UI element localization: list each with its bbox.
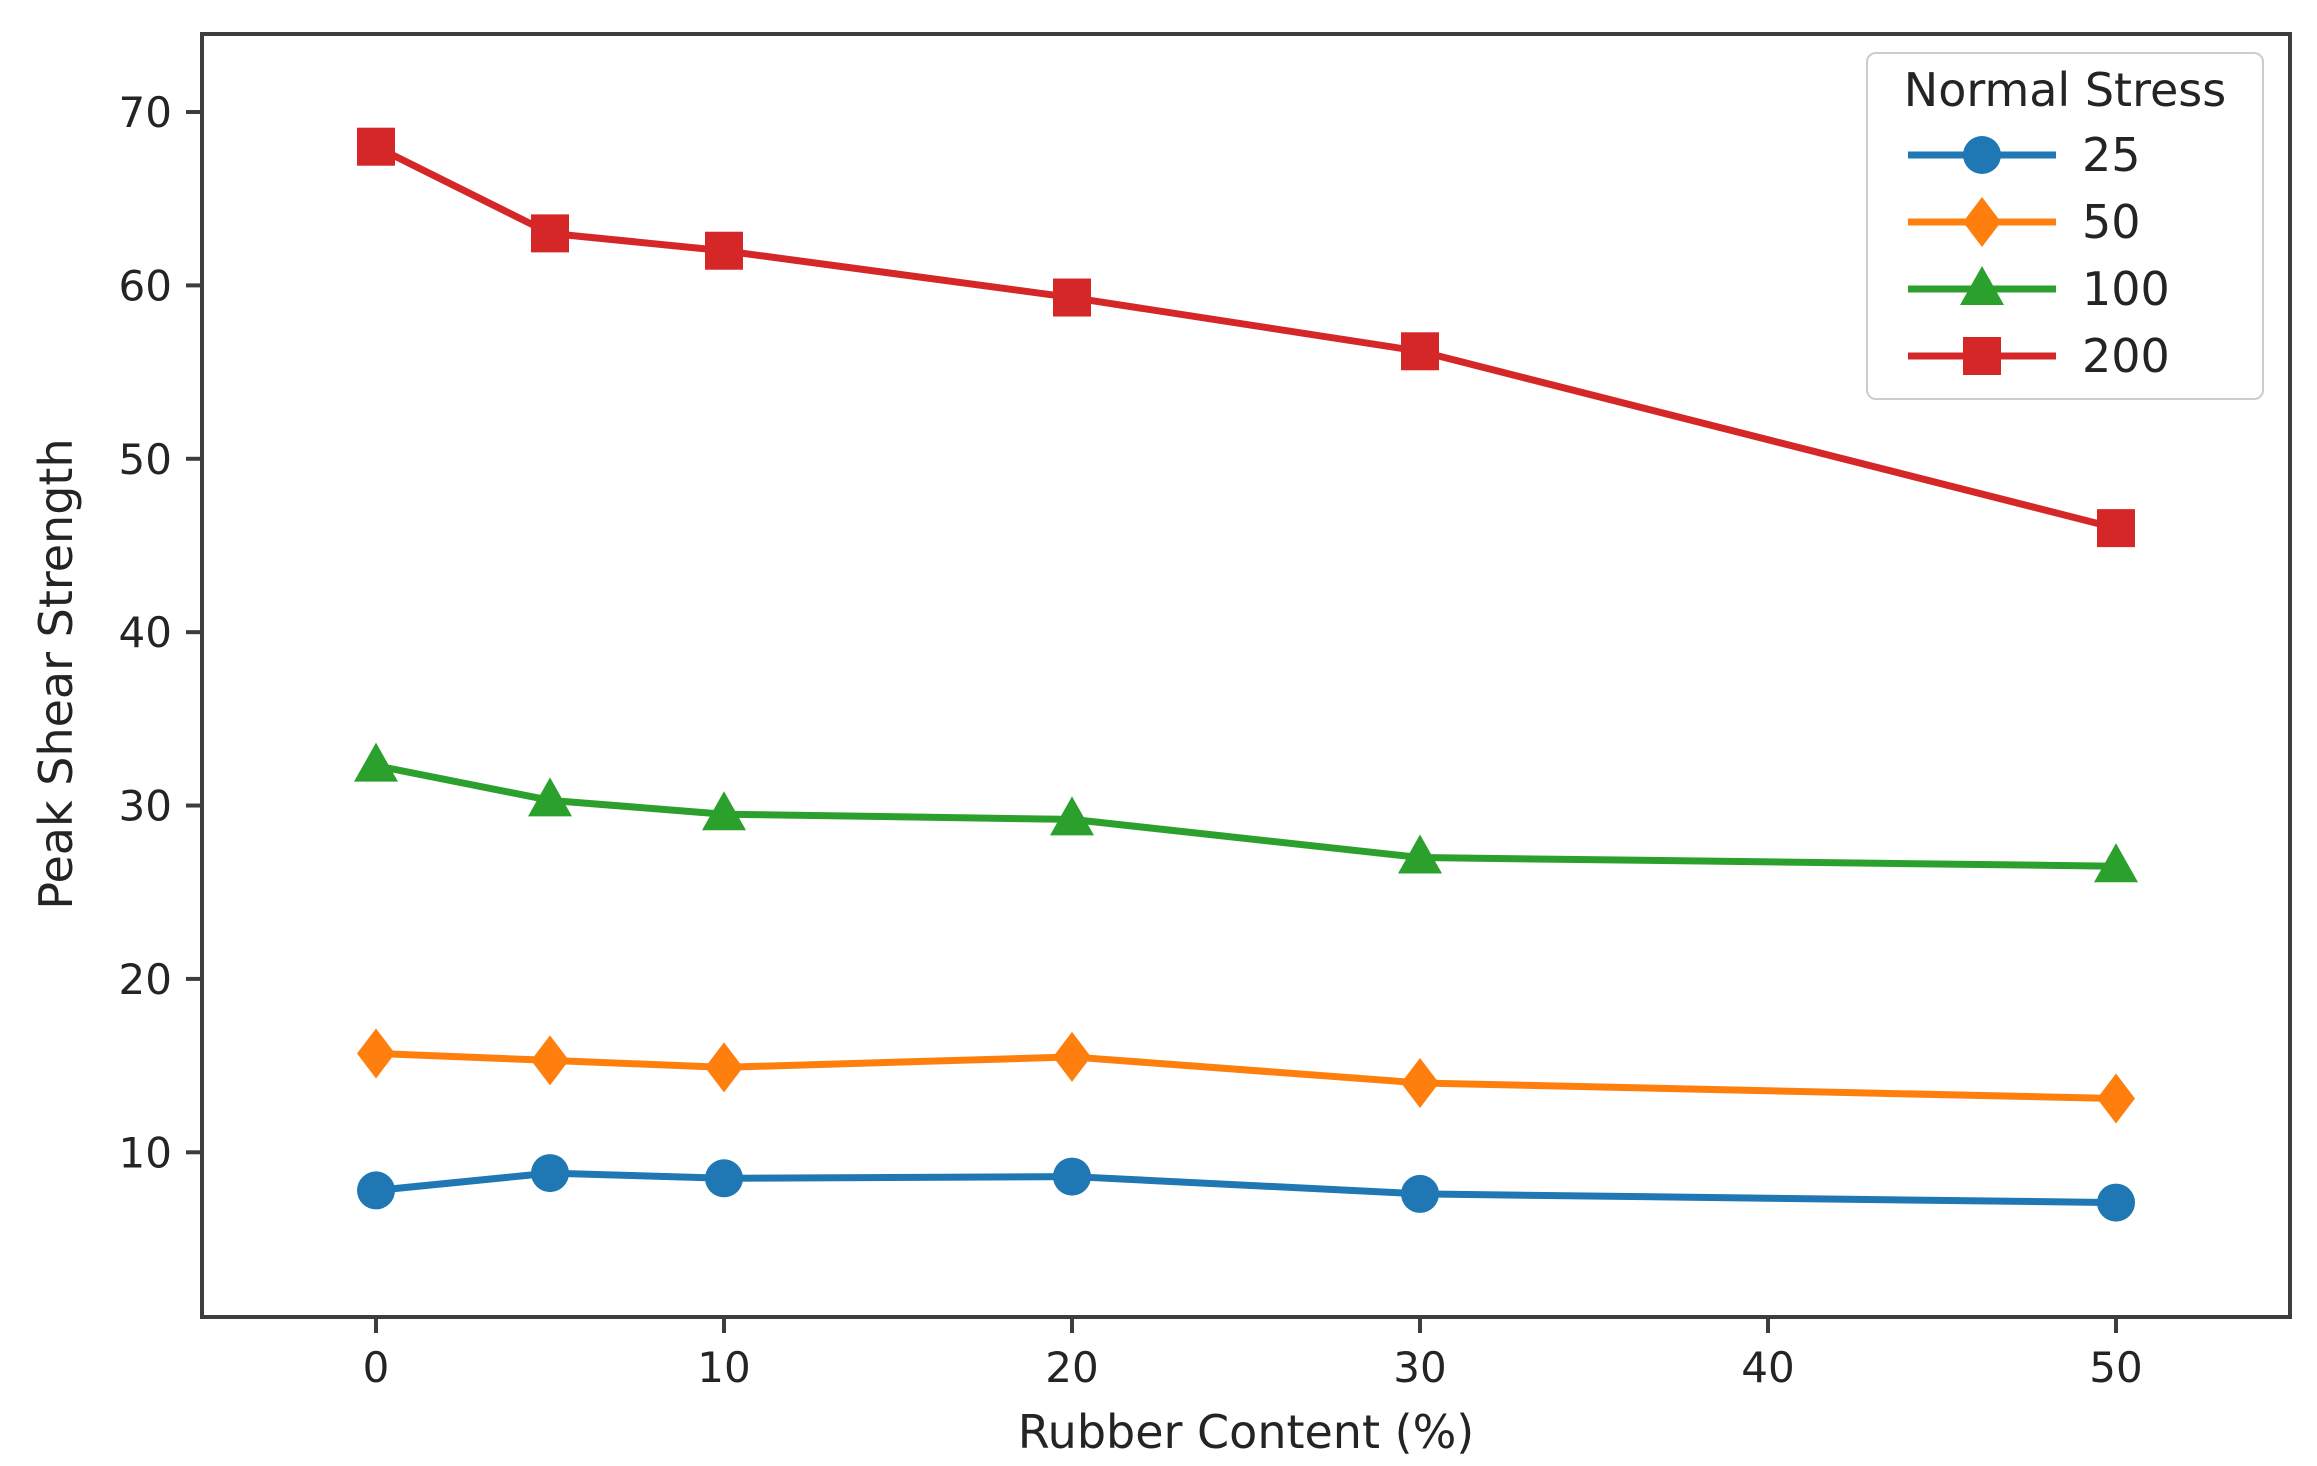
legend-square-sample-icon [1908, 337, 2056, 376]
series-200-marker [531, 214, 569, 253]
series-25-line [375, 1169, 2117, 1207]
series-50-marker [2097, 1073, 2135, 1124]
legend-sample-marker [1963, 337, 2001, 376]
legend-label: 25 [2082, 127, 2141, 182]
y-tick-label: 70 [119, 88, 172, 137]
legend-title: Normal Stress [1903, 63, 2227, 117]
y-tick-label: 40 [119, 608, 172, 657]
plot-frame [200, 32, 2292, 1319]
series-100-marker [702, 791, 746, 831]
y-tick-label: 10 [119, 1128, 172, 1177]
legend-triangle-sample-icon [1908, 266, 2056, 306]
series-25 [357, 1154, 2135, 1222]
series-200-line [374, 143, 2117, 532]
legend-entry-50: 50 [1882, 191, 2248, 253]
series-50-marker [1053, 1031, 1091, 1082]
series-100-marker [354, 742, 398, 782]
series-25-marker [705, 1159, 743, 1198]
y-tick-label: 50 [119, 435, 172, 484]
series-25-marker [2097, 1183, 2135, 1222]
series-100-marker [1050, 796, 1094, 836]
series-50-marker [531, 1035, 569, 1086]
legend-sample-marker [1963, 135, 2001, 174]
series-25-marker [531, 1154, 569, 1193]
series-200-marker [1401, 332, 1439, 371]
legend-entries: 25 50 100 200 [1882, 121, 2248, 390]
legend-label: 200 [2082, 329, 2170, 384]
series-100-marker [1398, 834, 1442, 874]
legend-circle-sample-icon [1908, 135, 2056, 174]
series-100-marker [2094, 843, 2138, 883]
legend-entry-100: 100 [1882, 258, 2248, 320]
x-tick-label: 10 [697, 1343, 750, 1392]
series-100-line [375, 762, 2117, 870]
y-tick-label: 20 [119, 955, 172, 1004]
series-50 [357, 1028, 2135, 1124]
legend-entry-200: 200 [1882, 325, 2248, 387]
legend-label: 50 [2082, 194, 2141, 249]
x-tick-label: 30 [1393, 1343, 1446, 1392]
legend-entry-25: 25 [1882, 124, 2248, 186]
series-50-marker [705, 1042, 743, 1093]
legend: Normal Stress 25 50 100 200 [1866, 52, 2264, 400]
series-200-marker [705, 231, 743, 270]
series-200-marker [2097, 509, 2135, 548]
legend-sample-marker [1960, 266, 2004, 306]
series-50-line [375, 1049, 2117, 1103]
series-200-marker [1053, 278, 1091, 317]
series-25-marker [357, 1171, 395, 1210]
legend-diamond-sample-icon [1908, 196, 2056, 247]
series-25-marker [1401, 1174, 1439, 1213]
series-50-marker [357, 1028, 395, 1079]
y-axis-label: Peak Shear Strength [29, 438, 83, 910]
series-200-marker [357, 127, 395, 166]
y-tick-label: 60 [119, 261, 172, 310]
series-100 [354, 742, 2138, 883]
x-tick-label: 40 [1741, 1343, 1794, 1392]
series-25-marker [1053, 1157, 1091, 1196]
y-tick-label: 30 [119, 782, 172, 831]
legend-sample-marker [1963, 196, 2001, 247]
series-200 [357, 127, 2135, 548]
x-tick-label: 0 [363, 1343, 390, 1392]
x-axis-label: Rubber Content (%) [1017, 1405, 1475, 1459]
legend-label: 100 [2082, 262, 2170, 317]
series-100-marker [528, 777, 572, 817]
series-50-marker [1401, 1057, 1439, 1108]
x-tick-label: 50 [2089, 1343, 2142, 1392]
x-tick-label: 20 [1045, 1343, 1098, 1392]
